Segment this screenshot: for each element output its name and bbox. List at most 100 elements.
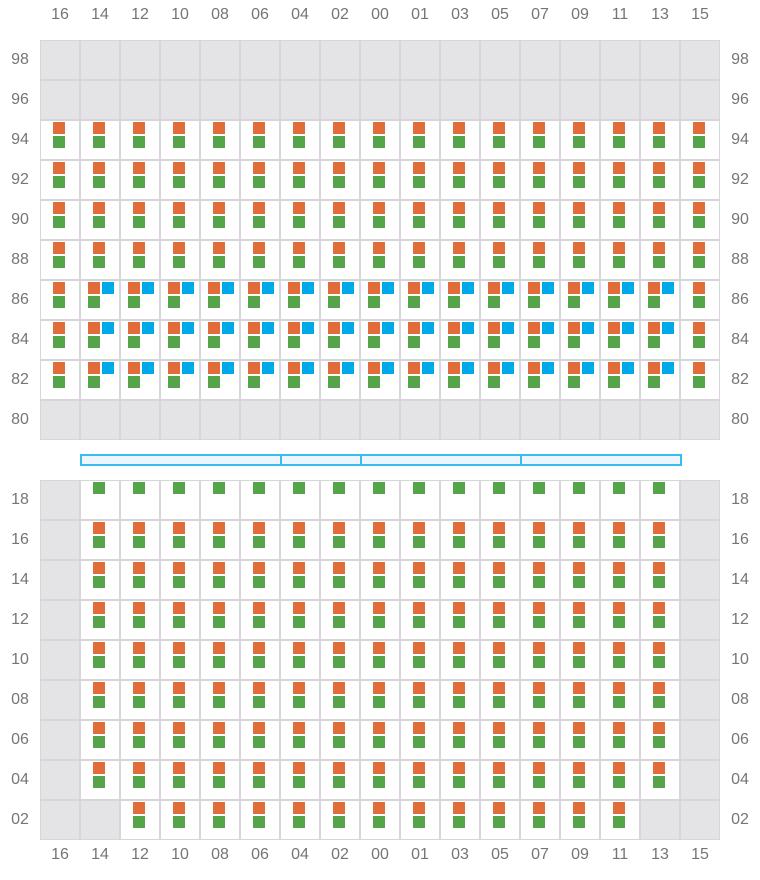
seat-cell[interactable] <box>160 560 200 600</box>
seat-cell[interactable] <box>560 200 600 240</box>
seat-cell[interactable] <box>360 160 400 200</box>
seat-cell[interactable] <box>560 120 600 160</box>
seat-cell[interactable] <box>320 720 360 760</box>
seat-cell[interactable] <box>360 760 400 800</box>
seat-cell[interactable] <box>320 480 360 520</box>
seat-cell[interactable] <box>40 200 80 240</box>
seat-cell[interactable] <box>120 480 160 520</box>
seat-cell[interactable] <box>480 600 520 640</box>
seat-cell[interactable] <box>680 240 720 280</box>
seat-cell[interactable] <box>160 160 200 200</box>
seat-cell[interactable] <box>120 680 160 720</box>
seat-cell[interactable] <box>320 120 360 160</box>
seat-cell[interactable] <box>40 240 80 280</box>
seat-cell[interactable] <box>280 240 320 280</box>
seat-cell[interactable] <box>520 600 560 640</box>
seat-cell[interactable] <box>160 320 200 360</box>
seat-cell[interactable] <box>240 800 280 840</box>
seat-cell[interactable] <box>80 240 120 280</box>
seat-cell[interactable] <box>520 240 560 280</box>
seat-cell[interactable] <box>640 200 680 240</box>
seat-cell[interactable] <box>680 160 720 200</box>
seat-cell[interactable] <box>280 800 320 840</box>
seat-cell[interactable] <box>600 160 640 200</box>
seat-cell[interactable] <box>240 680 280 720</box>
seat-cell[interactable] <box>120 720 160 760</box>
seat-cell[interactable] <box>200 480 240 520</box>
seat-cell[interactable] <box>200 560 240 600</box>
seat-cell[interactable] <box>120 560 160 600</box>
seat-cell[interactable] <box>360 800 400 840</box>
seat-cell[interactable] <box>680 120 720 160</box>
seat-cell[interactable] <box>640 240 680 280</box>
seat-cell[interactable] <box>440 560 480 600</box>
seat-cell[interactable] <box>280 720 320 760</box>
seat-cell[interactable] <box>480 680 520 720</box>
seat-cell[interactable] <box>640 160 680 200</box>
seat-cell[interactable] <box>640 280 680 320</box>
seat-cell[interactable] <box>480 640 520 680</box>
seat-cell[interactable] <box>280 600 320 640</box>
seat-cell[interactable] <box>520 200 560 240</box>
seat-cell[interactable] <box>600 120 640 160</box>
seat-cell[interactable] <box>240 560 280 600</box>
seat-cell[interactable] <box>520 560 560 600</box>
seat-cell[interactable] <box>400 760 440 800</box>
seat-cell[interactable] <box>120 120 160 160</box>
seat-cell[interactable] <box>240 320 280 360</box>
seat-cell[interactable] <box>320 560 360 600</box>
seat-cell[interactable] <box>560 160 600 200</box>
seat-cell[interactable] <box>120 160 160 200</box>
seat-cell[interactable] <box>640 120 680 160</box>
seat-cell[interactable] <box>80 360 120 400</box>
seat-cell[interactable] <box>440 680 480 720</box>
seat-cell[interactable] <box>400 240 440 280</box>
seat-cell[interactable] <box>120 640 160 680</box>
seat-cell[interactable] <box>160 480 200 520</box>
seat-cell[interactable] <box>80 680 120 720</box>
seat-cell[interactable] <box>600 240 640 280</box>
seat-cell[interactable] <box>680 320 720 360</box>
seat-cell[interactable] <box>560 360 600 400</box>
seat-cell[interactable] <box>120 760 160 800</box>
seat-cell[interactable] <box>600 360 640 400</box>
seat-cell[interactable] <box>280 560 320 600</box>
seat-cell[interactable] <box>640 560 680 600</box>
seat-cell[interactable] <box>160 240 200 280</box>
seat-cell[interactable] <box>400 280 440 320</box>
seat-cell[interactable] <box>480 320 520 360</box>
seat-cell[interactable] <box>200 720 240 760</box>
seat-cell[interactable] <box>160 640 200 680</box>
seat-cell[interactable] <box>280 280 320 320</box>
seat-cell[interactable] <box>440 480 480 520</box>
seat-cell[interactable] <box>520 120 560 160</box>
seat-cell[interactable] <box>560 600 600 640</box>
seat-cell[interactable] <box>440 120 480 160</box>
seat-cell[interactable] <box>240 200 280 240</box>
seat-cell[interactable] <box>400 120 440 160</box>
seat-cell[interactable] <box>640 720 680 760</box>
seat-cell[interactable] <box>160 200 200 240</box>
seat-cell[interactable] <box>560 800 600 840</box>
seat-cell[interactable] <box>400 160 440 200</box>
seat-cell[interactable] <box>480 800 520 840</box>
seat-cell[interactable] <box>200 680 240 720</box>
seat-cell[interactable] <box>120 520 160 560</box>
seat-cell[interactable] <box>200 200 240 240</box>
seat-cell[interactable] <box>520 320 560 360</box>
seat-cell[interactable] <box>360 720 400 760</box>
seat-cell[interactable] <box>40 280 80 320</box>
seat-cell[interactable] <box>560 560 600 600</box>
seat-cell[interactable] <box>600 600 640 640</box>
seat-cell[interactable] <box>160 760 200 800</box>
seat-cell[interactable] <box>160 600 200 640</box>
seat-cell[interactable] <box>440 320 480 360</box>
seat-cell[interactable] <box>480 720 520 760</box>
seat-cell[interactable] <box>120 280 160 320</box>
seat-cell[interactable] <box>600 520 640 560</box>
seat-cell[interactable] <box>520 160 560 200</box>
seat-cell[interactable] <box>400 640 440 680</box>
seat-cell[interactable] <box>520 680 560 720</box>
seat-cell[interactable] <box>480 480 520 520</box>
seat-cell[interactable] <box>320 240 360 280</box>
